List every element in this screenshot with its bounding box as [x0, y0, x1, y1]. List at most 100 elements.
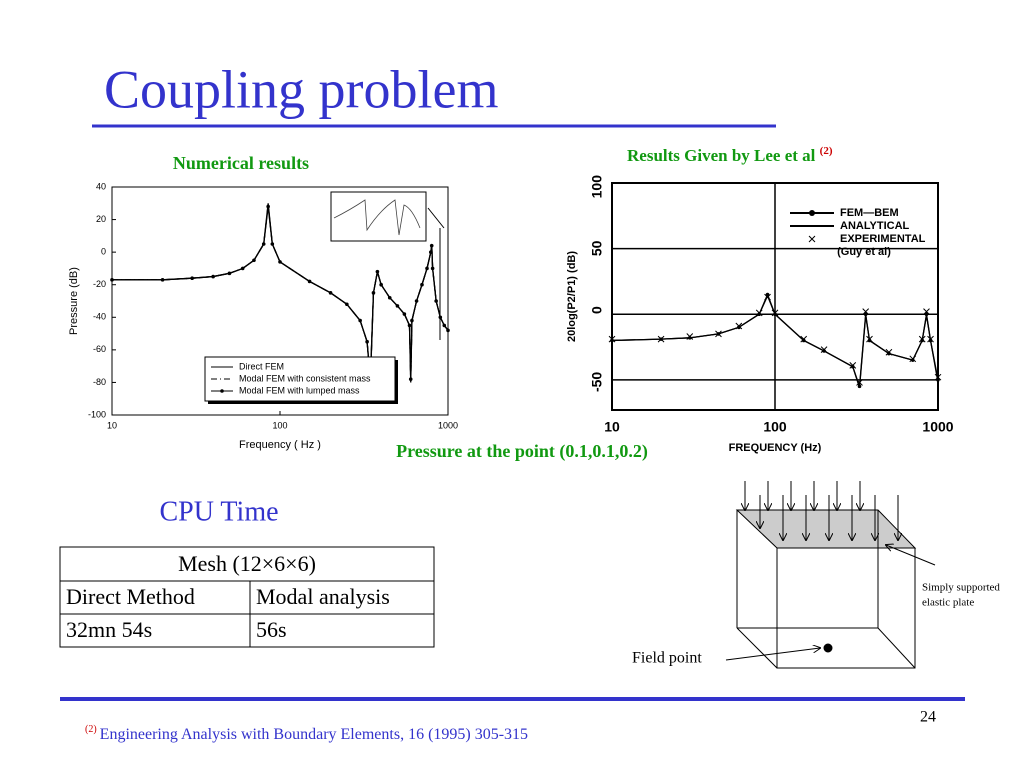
point: [414, 299, 419, 303]
table-header: Mesh (12×6×6): [178, 551, 316, 576]
footnote: (2) Engineering Analysis with Boundary El…: [85, 724, 528, 742]
diagram-label: Field point: [632, 650, 702, 667]
point: [371, 291, 376, 295]
point: [402, 312, 407, 316]
point: [715, 330, 722, 338]
cpu-heading: CPU Time: [159, 496, 278, 527]
legend-swatch: [220, 389, 224, 393]
y-tick-label: 50: [589, 240, 605, 256]
point: [307, 279, 312, 284]
point: [755, 309, 763, 317]
point: [278, 260, 282, 264]
point: [856, 379, 863, 386]
point: [227, 271, 232, 276]
point: [110, 278, 114, 282]
point: [434, 299, 438, 303]
point: [863, 312, 868, 317]
point: [240, 266, 245, 271]
y-tick-label: -50: [589, 372, 605, 392]
point: [420, 282, 424, 287]
point: [365, 339, 369, 344]
legend-label: Modal FEM with consistent mass: [239, 373, 371, 383]
point: [735, 322, 743, 330]
point: [764, 293, 771, 301]
legend-label: ANALYTICAL: [840, 220, 910, 232]
point: [261, 242, 266, 246]
point: [429, 250, 433, 254]
point: [820, 346, 828, 353]
page-number: 24: [920, 709, 936, 726]
point: [849, 362, 857, 369]
point: [446, 328, 450, 333]
point: [358, 318, 362, 323]
point: [160, 278, 165, 282]
point: [800, 335, 808, 343]
table-cell: 56s: [256, 617, 287, 642]
point: [425, 266, 429, 271]
y-tick-label: 0: [101, 247, 106, 257]
table-cell: Modal analysis: [256, 584, 390, 609]
x-tick-label: 1000: [438, 420, 458, 430]
point: [407, 323, 412, 328]
point: [438, 315, 443, 320]
y-tick-label: 40: [96, 181, 106, 191]
point: [924, 312, 929, 317]
point: [923, 308, 930, 315]
point: [266, 204, 270, 209]
point: [771, 309, 779, 317]
point: [657, 335, 665, 343]
y-tick-label: -20: [93, 279, 106, 289]
x-tick-label: 10: [107, 420, 117, 430]
caption: Pressure at the point (0.1,0.1,0.2): [396, 441, 648, 462]
chart-title: Numerical results: [173, 153, 309, 173]
point: [190, 276, 194, 281]
legend-box: [204, 356, 396, 402]
x-axis-label: FREQUENCY (Hz): [729, 442, 822, 454]
point: [379, 282, 383, 287]
x-tick-label: 100: [763, 419, 787, 435]
point: [408, 377, 413, 381]
legend-label: Direct FEM: [239, 361, 284, 371]
point: [395, 304, 400, 308]
point: [934, 373, 942, 381]
point: [328, 291, 333, 295]
table-cell: Direct Method: [66, 584, 195, 609]
point: [375, 269, 380, 274]
legend-label: FEM—BEM: [840, 207, 899, 219]
legend-label: Modal FEM with lumped mass: [239, 385, 360, 395]
legend-swatch: [808, 235, 816, 243]
inset: [330, 191, 427, 242]
point: [387, 295, 392, 300]
diagram-label: elastic plate: [922, 597, 974, 609]
legend-swatch: [809, 210, 815, 216]
point: [430, 266, 435, 271]
x-tick-label: 1000: [922, 419, 953, 435]
x-tick-label: 10: [604, 419, 620, 435]
box-diagram: [725, 481, 936, 669]
point: [686, 333, 694, 340]
y-tick-label: -80: [93, 377, 106, 387]
point: [927, 335, 934, 343]
y-tick-label: -60: [93, 344, 106, 354]
y-tick-label: -100: [88, 409, 106, 419]
slide-title: Coupling problem: [104, 59, 498, 119]
point: [211, 274, 215, 279]
point: [429, 243, 434, 248]
point: [862, 308, 870, 315]
point: [866, 335, 873, 343]
y-axis-label: 20log(P2/P1) (dB): [566, 251, 578, 342]
y-tick-label: 100: [589, 175, 605, 199]
y-tick-label: -40: [93, 312, 106, 322]
inset-pointer: [427, 207, 445, 229]
point: [345, 302, 349, 307]
series-line: [611, 294, 939, 388]
point: [270, 242, 275, 246]
point: [442, 323, 447, 328]
y-tick-label: 0: [589, 306, 605, 314]
point: [918, 335, 926, 343]
legend-label: EXPERIMENTAL: [840, 233, 926, 245]
y-tick-label: 20: [96, 214, 106, 224]
table-cell: 32mn 54s: [66, 617, 152, 642]
table-frame: [59, 546, 435, 648]
